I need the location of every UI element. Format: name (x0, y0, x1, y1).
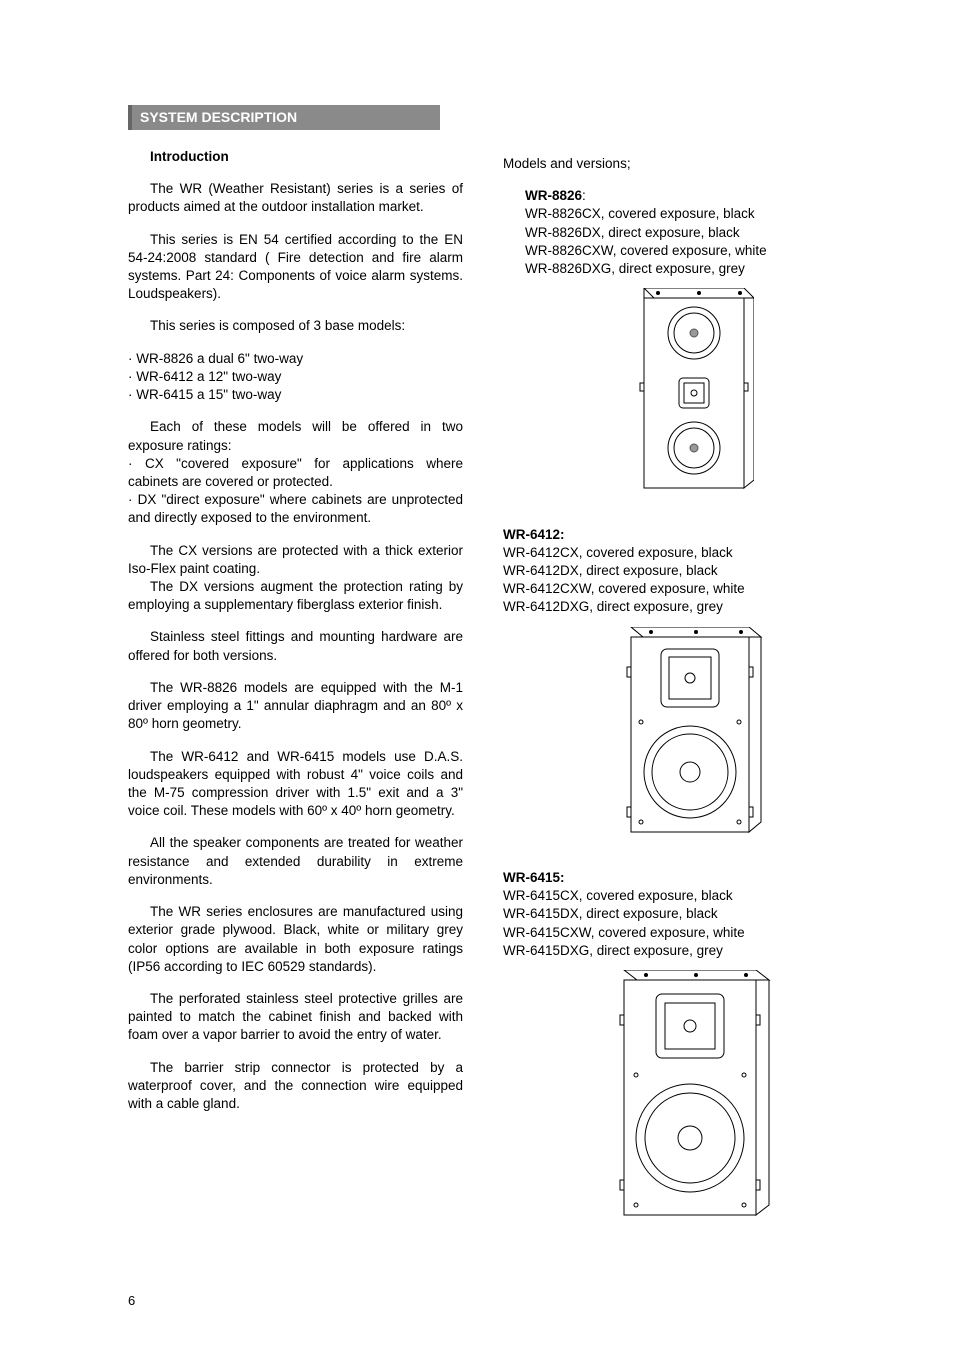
model-bullet-1: · WR-8826 a dual 6" two-way (128, 350, 463, 368)
right-column: Models and versions; WR-8826: WR-8826CX,… (503, 105, 884, 1252)
model-wr6415-variant-3: WR-6415CXW, covered exposure, white (503, 925, 745, 940)
speaker-wr6415-icon (614, 970, 774, 1225)
model-bullet-3: · WR-6415 a 15" two-way (128, 386, 463, 404)
model-wr6412-title: WR-6412: (503, 527, 565, 542)
wr8826-driver: The WR-8826 models are equipped with the… (128, 679, 463, 734)
fittings: Stainless steel fittings and mounting ha… (128, 628, 463, 664)
exposure-cx: · CX "covered exposure" for applications… (128, 455, 463, 491)
intro-paragraph-2: This series is EN 54 certified according… (128, 231, 463, 304)
grilles: The perforated stainless steel protectiv… (128, 990, 463, 1045)
model-wr8826-variant-1: WR-8826CX, covered exposure, black (525, 206, 755, 221)
figure-wr6415 (503, 970, 884, 1230)
model-wr8826-variant-4: WR-8826DXG, direct exposure, grey (525, 261, 745, 276)
model-wr6415-title: WR-6415: (503, 870, 565, 885)
exposure-intro: Each of these models will be offered in … (128, 418, 463, 454)
model-bullet-2: · WR-6412 a 12" two-way (128, 368, 463, 386)
left-column: SYSTEM DESCRIPTION Introduction The WR (… (128, 105, 463, 1252)
dx-protection: The DX versions augment the protection r… (128, 578, 463, 614)
intro-paragraph-3: This series is composed of 3 base models… (128, 317, 463, 335)
model-wr8826-variant-2: WR-8826DX, direct exposure, black (525, 225, 740, 240)
model-wr6415-variant-2: WR-6415DX, direct exposure, black (503, 906, 718, 921)
page-number: 6 (128, 1293, 135, 1308)
exposure-dx: · DX "direct exposure" where cabinets ar… (128, 491, 463, 527)
weather-treatment: All the speaker components are treated f… (128, 834, 463, 889)
speaker-wr8826-icon (634, 288, 754, 498)
figure-wr6412 (503, 627, 884, 847)
model-wr6415-variant-4: WR-6415DXG, direct exposure, grey (503, 943, 723, 958)
page: SYSTEM DESCRIPTION Introduction The WR (… (0, 0, 954, 1350)
intro-paragraph-1: The WR (Weather Resistant) series is a s… (128, 180, 463, 216)
figure-wr8826 (503, 288, 884, 503)
subheading-introduction: Introduction (150, 148, 463, 166)
model-wr6412-variant-3: WR-6412CXW, covered exposure, white (503, 581, 745, 596)
model-wr6415-block: WR-6415: WR-6415CX, covered exposure, bl… (503, 869, 884, 960)
models-intro: Models and versions; (503, 155, 884, 173)
model-wr6412-variant-2: WR-6412DX, direct exposure, black (503, 563, 718, 578)
model-wr8826-variant-3: WR-8826CXW, covered exposure, white (525, 243, 767, 258)
model-wr6412-variant-4: WR-6412DXG, direct exposure, grey (503, 599, 723, 614)
enclosures: The WR series enclosures are manufacture… (128, 903, 463, 976)
model-wr8826-block: WR-8826: WR-8826CX, covered exposure, bl… (525, 187, 884, 278)
model-wr6412-variant-1: WR-6412CX, covered exposure, black (503, 545, 733, 560)
model-wr8826-title: WR-8826 (525, 188, 582, 203)
section-title-bar: SYSTEM DESCRIPTION (128, 105, 440, 130)
model-wr6412-block: WR-6412: WR-6412CX, covered exposure, bl… (503, 526, 884, 617)
speaker-wr6412-icon (621, 627, 766, 842)
connector: The barrier strip connector is protected… (128, 1059, 463, 1114)
content-columns: SYSTEM DESCRIPTION Introduction The WR (… (128, 105, 884, 1252)
model-wr6415-variant-1: WR-6415CX, covered exposure, black (503, 888, 733, 903)
model-wr8826-colon: : (582, 188, 586, 203)
cx-protection: The CX versions are protected with a thi… (128, 542, 463, 578)
wr6412-6415-driver: The WR-6412 and WR-6415 models use D.A.S… (128, 748, 463, 821)
